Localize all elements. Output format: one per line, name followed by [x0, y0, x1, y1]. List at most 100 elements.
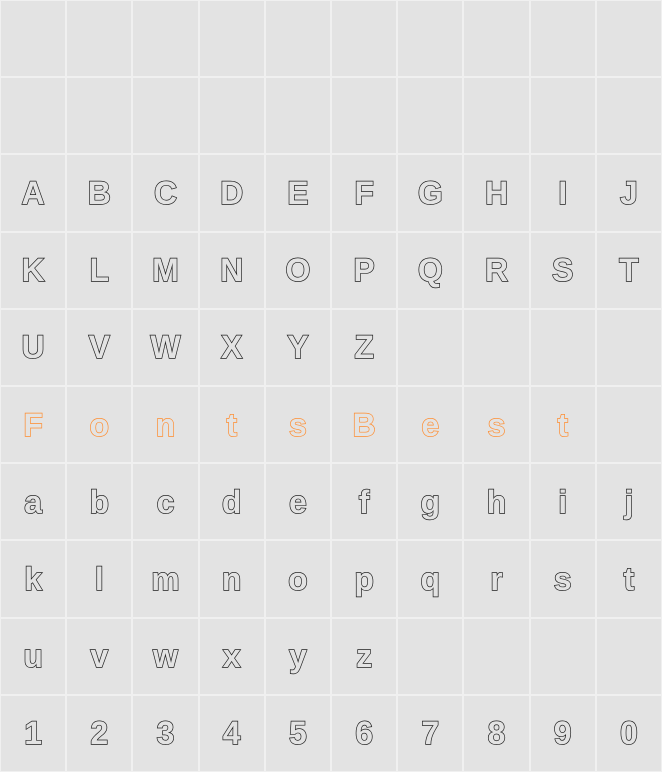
glyph: T: [619, 254, 639, 286]
glyph: v: [90, 640, 108, 672]
glyph: c: [157, 486, 175, 518]
glyph-cell: D: [199, 154, 265, 231]
glyph-cell: [0, 0, 66, 77]
glyph-cell: j: [596, 463, 662, 540]
glyph: B: [353, 409, 376, 441]
glyph: H: [485, 177, 508, 209]
glyph-cell: w: [132, 618, 198, 695]
glyph-cell: [331, 0, 397, 77]
glyph-cell: r: [463, 540, 529, 617]
glyph-cell: f: [331, 463, 397, 540]
glyph: o: [288, 563, 308, 595]
glyph: D: [220, 177, 243, 209]
glyph-cell: [596, 0, 662, 77]
glyph-cell: 5: [265, 695, 331, 772]
glyph-cell: [331, 77, 397, 154]
glyph-cell: s: [463, 386, 529, 463]
glyph-cell: I: [530, 154, 596, 231]
glyph-cell: v: [66, 618, 132, 695]
glyph-cell: x: [199, 618, 265, 695]
glyph-cell: 9: [530, 695, 596, 772]
glyph-cell: [66, 77, 132, 154]
glyph-cell: l: [66, 540, 132, 617]
glyph: Z: [354, 331, 374, 363]
glyph-cell: V: [66, 309, 132, 386]
glyph: I: [558, 177, 567, 209]
glyph-cell: m: [132, 540, 198, 617]
glyph-cell: H: [463, 154, 529, 231]
glyph: 5: [289, 717, 307, 749]
glyph-cell: [397, 0, 463, 77]
glyph-cell: B: [331, 386, 397, 463]
glyph-cell: e: [265, 463, 331, 540]
glyph-cell: Y: [265, 309, 331, 386]
glyph: J: [620, 177, 638, 209]
glyph-cell: [530, 618, 596, 695]
glyph: 1: [24, 717, 42, 749]
glyph: Q: [418, 254, 443, 286]
glyph: t: [226, 409, 237, 441]
glyph-cell: [397, 309, 463, 386]
glyph: V: [89, 331, 110, 363]
glyph-cell: A: [0, 154, 66, 231]
glyph: W: [150, 331, 180, 363]
glyph: k: [24, 563, 42, 595]
glyph-cell: 0: [596, 695, 662, 772]
glyph-cell: [530, 77, 596, 154]
glyph: q: [421, 563, 441, 595]
glyph-cell: [596, 309, 662, 386]
glyph: f: [359, 486, 370, 518]
glyph: u: [23, 640, 43, 672]
glyph: i: [558, 486, 567, 518]
glyph-cell: L: [66, 232, 132, 309]
glyph: n: [156, 409, 176, 441]
glyph-cell: X: [199, 309, 265, 386]
glyph: e: [421, 409, 439, 441]
glyph-cell: e: [397, 386, 463, 463]
glyph-cell: z: [331, 618, 397, 695]
glyph: L: [90, 254, 110, 286]
glyph: 3: [157, 717, 175, 749]
glyph-cell: [463, 0, 529, 77]
glyph-cell: [199, 77, 265, 154]
glyph-cell: R: [463, 232, 529, 309]
glyph-cell: 4: [199, 695, 265, 772]
glyph-cell: U: [0, 309, 66, 386]
glyph-cell: F: [0, 386, 66, 463]
glyph-cell: [596, 386, 662, 463]
glyph-chart-grid: ABCDEFGHIJKLMNOPQRSTUVWXYZFontsBestabcde…: [0, 0, 662, 772]
glyph: E: [287, 177, 308, 209]
glyph-cell: y: [265, 618, 331, 695]
glyph-cell: [265, 0, 331, 77]
glyph: p: [354, 563, 374, 595]
glyph-cell: 2: [66, 695, 132, 772]
glyph: P: [353, 254, 374, 286]
glyph: y: [289, 640, 307, 672]
glyph-cell: t: [530, 386, 596, 463]
glyph: F: [354, 177, 374, 209]
glyph: U: [22, 331, 45, 363]
glyph-cell: S: [530, 232, 596, 309]
glyph: o: [90, 409, 110, 441]
glyph: G: [418, 177, 443, 209]
glyph: z: [356, 640, 372, 672]
glyph: Y: [287, 331, 308, 363]
glyph-cell: 6: [331, 695, 397, 772]
glyph-cell: J: [596, 154, 662, 231]
glyph-cell: [530, 0, 596, 77]
glyph-cell: u: [0, 618, 66, 695]
glyph-cell: G: [397, 154, 463, 231]
glyph: X: [221, 331, 242, 363]
glyph-cell: [0, 77, 66, 154]
glyph-cell: t: [596, 540, 662, 617]
glyph: e: [289, 486, 307, 518]
glyph-cell: s: [265, 386, 331, 463]
glyph: x: [223, 640, 241, 672]
glyph-cell: E: [265, 154, 331, 231]
glyph-cell: 3: [132, 695, 198, 772]
glyph: 8: [488, 717, 506, 749]
glyph-cell: N: [199, 232, 265, 309]
glyph-cell: h: [463, 463, 529, 540]
glyph-cell: [463, 77, 529, 154]
glyph: b: [90, 486, 110, 518]
